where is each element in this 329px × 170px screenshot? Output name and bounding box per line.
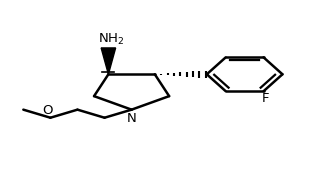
Text: N: N <box>127 113 137 125</box>
Text: F: F <box>262 92 269 105</box>
Text: O: O <box>42 104 52 117</box>
Text: NH$_2$: NH$_2$ <box>98 32 125 47</box>
Polygon shape <box>101 48 115 74</box>
